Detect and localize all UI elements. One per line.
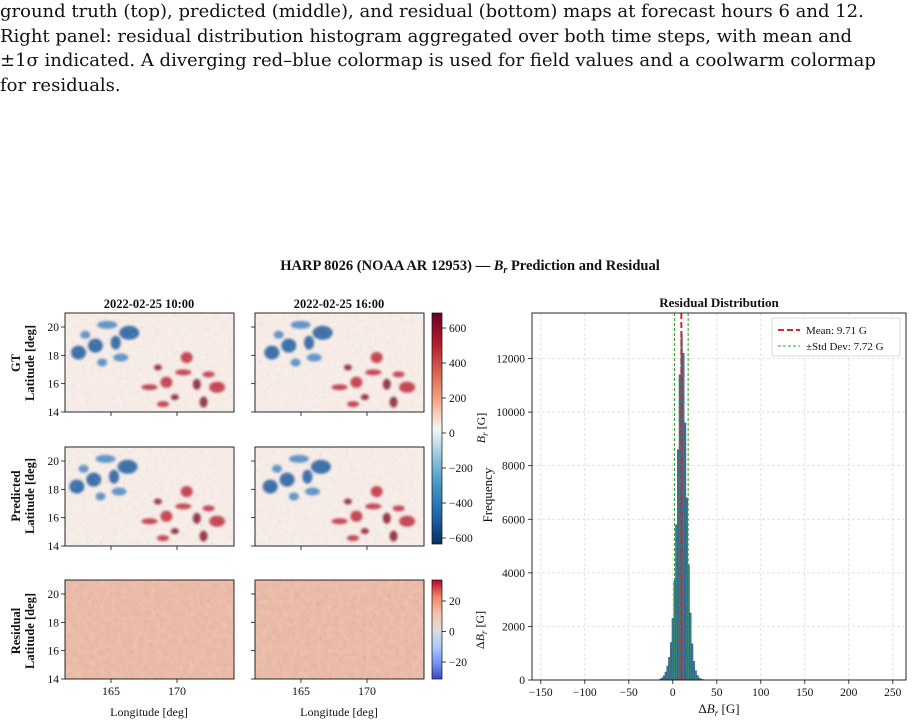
lon-tick-label: 170 bbox=[358, 684, 376, 698]
histogram-bar bbox=[668, 657, 671, 681]
histogram-bar bbox=[692, 661, 695, 681]
y-tick-label: 12000 bbox=[496, 354, 525, 366]
x-tick-label: 50 bbox=[711, 687, 723, 699]
x-tick-label: 100 bbox=[752, 687, 770, 699]
x-tick-label: 0 bbox=[670, 687, 676, 699]
map-panel: 20 18 16 14 165 170 bbox=[48, 579, 235, 698]
histogram-bar bbox=[691, 643, 694, 681]
field-colorbar-bar bbox=[431, 312, 443, 545]
lat-tick-label: 18 bbox=[48, 617, 60, 629]
histogram-bar bbox=[671, 618, 674, 681]
colorbar-tick-label: 400 bbox=[449, 358, 467, 370]
y-tick-label: 2000 bbox=[502, 621, 525, 633]
lat-tick-label: 20 bbox=[48, 456, 60, 468]
histogram-bar bbox=[689, 612, 692, 681]
lat-tick-label: 14 bbox=[48, 407, 60, 419]
row-label-predicted: Predicted bbox=[9, 470, 23, 521]
histogram-frame bbox=[531, 312, 907, 681]
lat-label: Latitude [deg] bbox=[23, 593, 37, 669]
lat-tick-label: 14 bbox=[48, 541, 60, 553]
histogram-chart: Residual Distribution Frequency ΔBr [G] … bbox=[480, 295, 907, 718]
lon-tick-label: 165 bbox=[292, 684, 310, 698]
histogram-bar bbox=[677, 449, 680, 681]
y-tick-label: 6000 bbox=[502, 514, 525, 526]
map-panel: 20 18 16 14 bbox=[48, 446, 235, 553]
histogram-bar bbox=[696, 675, 699, 681]
y-tick-label: 4000 bbox=[502, 568, 525, 580]
lon-label: Longitude [deg] bbox=[110, 705, 188, 719]
lon-tick-label: 170 bbox=[168, 684, 186, 698]
colorbar-tick-label: 0 bbox=[449, 428, 455, 440]
row-label-residual: Residual bbox=[9, 607, 23, 654]
caption-line: for residuals. bbox=[0, 74, 121, 96]
figure-caption: ground truth (top), predicted (middle), … bbox=[0, 0, 910, 98]
histogram-bar bbox=[669, 642, 673, 681]
colorbar-tick-label: 0 bbox=[449, 627, 455, 639]
caption-line: ground truth (top), predicted (middle), … bbox=[0, 1, 864, 22]
row-label-gt: GT bbox=[9, 353, 23, 372]
field-colorbar: Br [G] 600 400 200 0 −200 −400 −600 bbox=[431, 312, 490, 545]
x-tick-label: −100 bbox=[573, 687, 597, 699]
map-panel: 165 170 bbox=[251, 579, 425, 698]
row-labels: GT Latitude [deg] Predicted Latitude [de… bbox=[9, 325, 37, 669]
residual-colorbar: ΔBr [G] 20 0 −20 bbox=[431, 579, 489, 680]
x-tick-label: −50 bbox=[620, 687, 638, 699]
colorbar-tick-label: 600 bbox=[449, 323, 467, 335]
col-title-2: 2022-02-25 16:00 bbox=[294, 297, 385, 311]
histogram-ylabel: Frequency bbox=[480, 467, 495, 522]
legend-box bbox=[771, 317, 901, 357]
histogram-bar bbox=[684, 422, 687, 681]
colorbar-tick-label: −400 bbox=[449, 498, 473, 510]
histogram-bar bbox=[682, 352, 685, 681]
histogram-title: Residual Distribution bbox=[659, 295, 779, 310]
map-panel bbox=[251, 446, 425, 550]
colorbar-tick-label: 200 bbox=[449, 393, 467, 405]
colorbar-tick-label: −200 bbox=[449, 463, 473, 475]
lat-tick-label: 16 bbox=[48, 646, 60, 658]
lon-tick-label: 165 bbox=[102, 684, 120, 698]
residual-colorbar-bar bbox=[431, 579, 443, 680]
histogram-bar bbox=[687, 564, 690, 681]
colorbar-tick-label: −600 bbox=[449, 533, 473, 545]
legend-std-label: ±Std Dev: 7.72 G bbox=[806, 341, 884, 353]
map-panel: 20 18 16 14 bbox=[48, 312, 235, 419]
lat-tick-label: 20 bbox=[48, 589, 60, 601]
colorbar-tick-label: −20 bbox=[449, 657, 467, 669]
x-tick-label: −150 bbox=[529, 687, 553, 699]
lat-tick-label: 20 bbox=[48, 322, 60, 334]
map-grid: 20 18 16 14 20 18 16 14 20 18 16 14 165 170 165 170 bbox=[48, 312, 425, 698]
legend-mean-label: Mean: 9.71 G bbox=[806, 325, 867, 337]
figure-title: HARP 8026 (NOAA AR 12953) — Br Predictio… bbox=[280, 258, 659, 276]
histogram-xlabel: ΔBr [G] bbox=[698, 701, 739, 718]
lat-label: Latitude [deg] bbox=[23, 458, 37, 534]
histogram-bar bbox=[675, 524, 678, 681]
col-title-1: 2022-02-25 10:00 bbox=[104, 297, 195, 311]
y-tick-label: 0 bbox=[519, 675, 525, 687]
histogram-bar bbox=[664, 671, 667, 681]
lat-tick-label: 16 bbox=[48, 379, 60, 391]
lat-label: Latitude [deg] bbox=[23, 325, 37, 401]
x-tick-label: 150 bbox=[796, 687, 814, 699]
field-colorbar-label: Br [G] bbox=[474, 413, 490, 444]
y-tick-label: 10000 bbox=[496, 407, 525, 419]
colorbar-tick-label: 20 bbox=[449, 596, 461, 608]
lat-tick-label: 18 bbox=[48, 350, 60, 362]
x-tick-label: 250 bbox=[884, 687, 902, 699]
histogram-bar bbox=[685, 497, 688, 681]
histogram-bar bbox=[694, 670, 697, 681]
lat-tick-label: 16 bbox=[48, 513, 60, 525]
caption-line: Right panel: residual distribution histo… bbox=[0, 25, 853, 47]
histogram-bar bbox=[666, 665, 669, 681]
map-panel bbox=[251, 312, 425, 416]
residual-colorbar-label: ΔBr [G] bbox=[473, 611, 489, 649]
lon-label: Longitude [deg] bbox=[300, 705, 378, 719]
histogram-bar bbox=[678, 374, 681, 681]
lat-tick-label: 18 bbox=[48, 484, 60, 496]
y-tick-label: 8000 bbox=[502, 461, 525, 473]
caption-line: ±1σ indicated. A diverging red–blue colo… bbox=[0, 50, 876, 72]
histogram-bar bbox=[662, 675, 666, 681]
x-tick-label: 200 bbox=[840, 687, 858, 699]
lat-tick-label: 14 bbox=[48, 674, 60, 686]
